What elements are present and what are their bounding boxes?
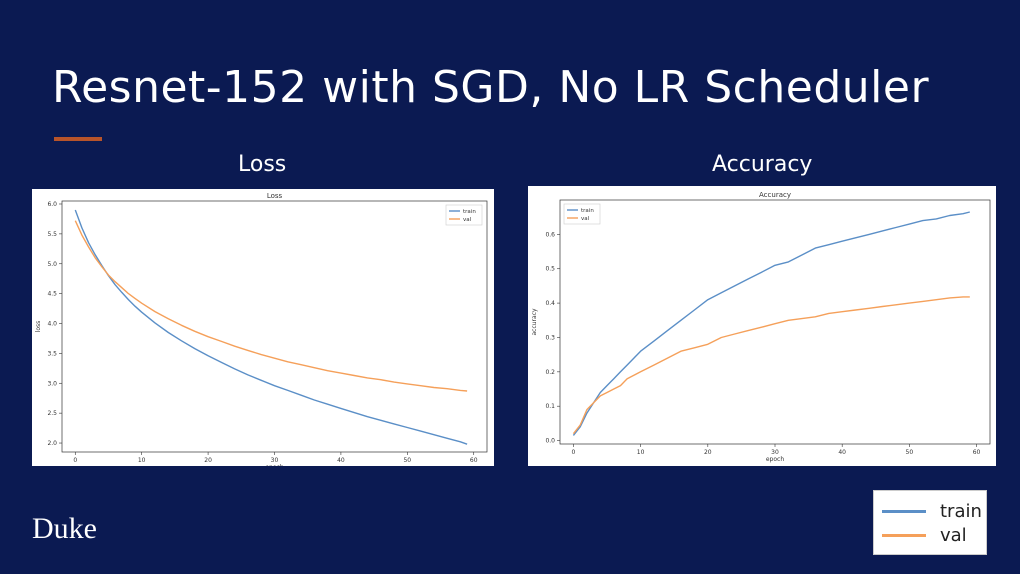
y-tick-label: 0.0 — [545, 438, 555, 445]
large-legend: train val — [873, 490, 987, 555]
y-tick-label: 4.0 — [47, 321, 57, 328]
plot-frame — [559, 199, 991, 445]
y-tick-label: 0.2 — [545, 369, 555, 376]
y-tick-label: 0.6 — [545, 231, 555, 238]
accent-bar — [54, 137, 102, 141]
accuracy-heading: Accuracy — [712, 152, 813, 177]
chart-legend: train val — [563, 203, 601, 225]
x-tick-label: 0 — [572, 449, 576, 456]
x-tick-label: 10 — [138, 457, 146, 464]
y-tick-label: 0.5 — [545, 266, 555, 273]
y-tick-label: 5.5 — [47, 231, 57, 238]
y-tick-label: 5.0 — [47, 261, 57, 268]
accuracy-chart-panel: Accuracy 0 10 20 30 40 50 60 0.0 0.1 0.2 0.3 0.4 0.5 0… — [528, 186, 996, 466]
y-tick-label: 2.0 — [47, 440, 57, 447]
chart-title: Loss — [267, 192, 283, 200]
val-line-swatch — [882, 534, 926, 537]
y-tick-label: 0.1 — [545, 403, 555, 410]
legend-frame — [563, 203, 601, 225]
accuracy-chart: Accuracy 0 10 20 30 40 50 60 0.0 0.1 0.2 0.3 0.4 0.5 0… — [531, 191, 991, 463]
legend-train-label: train — [940, 501, 982, 522]
x-tick-label: 10 — [637, 449, 645, 456]
y-tick-label: 2.5 — [47, 410, 57, 417]
plot-frame — [61, 200, 488, 453]
x-tick-label: 60 — [470, 457, 478, 464]
legend-label-train: train — [463, 209, 476, 215]
x-tick-label: 40 — [838, 449, 846, 456]
duke-logo: Duke — [32, 512, 97, 545]
y-tick-label: 6.0 — [47, 201, 57, 208]
x-axis-label: epoch — [766, 456, 784, 463]
legend-label-val: val — [463, 217, 472, 223]
legend-val-label: val — [940, 525, 967, 546]
series-line-val — [572, 296, 970, 435]
y-tick-label: 3.5 — [47, 350, 57, 357]
y-tick-label: 0.4 — [545, 300, 555, 307]
x-tick-label: 40 — [337, 457, 345, 464]
series-line-train — [74, 209, 468, 445]
y-axis-label: accuracy — [531, 308, 538, 336]
x-tick-label: 20 — [704, 449, 712, 456]
x-axis-label: epoch — [265, 464, 283, 466]
chart-title: Accuracy — [759, 191, 791, 199]
slide-title: Resnet-152 with SGD, No LR Scheduler — [52, 62, 930, 113]
x-tick-label: 50 — [403, 457, 411, 464]
loss-heading: Loss — [238, 152, 287, 177]
y-tick-label: 0.3 — [545, 334, 555, 341]
y-tick-label: 4.5 — [47, 291, 57, 298]
x-tick-label: 0 — [73, 457, 77, 464]
legend-val-row: val — [882, 525, 967, 546]
legend-frame — [445, 204, 483, 226]
y-axis-label: loss — [35, 321, 42, 333]
legend-label-train: train — [581, 208, 594, 214]
x-tick-label: 20 — [204, 457, 212, 464]
loss-chart: Loss 0 10 20 30 40 50 60 2.0 2.5 3.0 3.5 4.0 4.5 5.0 5.… — [35, 192, 488, 466]
y-tick-label: 3.0 — [47, 380, 57, 387]
series-line-train — [572, 211, 970, 436]
legend-label-val: val — [581, 216, 590, 222]
chart-legend: train val — [445, 204, 483, 226]
legend-train-row: train — [882, 501, 982, 522]
train-line-swatch — [882, 510, 926, 513]
x-tick-label: 60 — [973, 449, 981, 456]
right-edge — [1020, 0, 1024, 574]
x-tick-label: 50 — [906, 449, 914, 456]
x-tick-label: 30 — [771, 449, 779, 456]
series-line-val — [74, 220, 468, 392]
x-tick-label: 30 — [271, 457, 279, 464]
loss-chart-panel: Loss 0 10 20 30 40 50 60 2.0 2.5 3.0 3.5 4.0 4.5 5.0 5.… — [32, 189, 494, 466]
